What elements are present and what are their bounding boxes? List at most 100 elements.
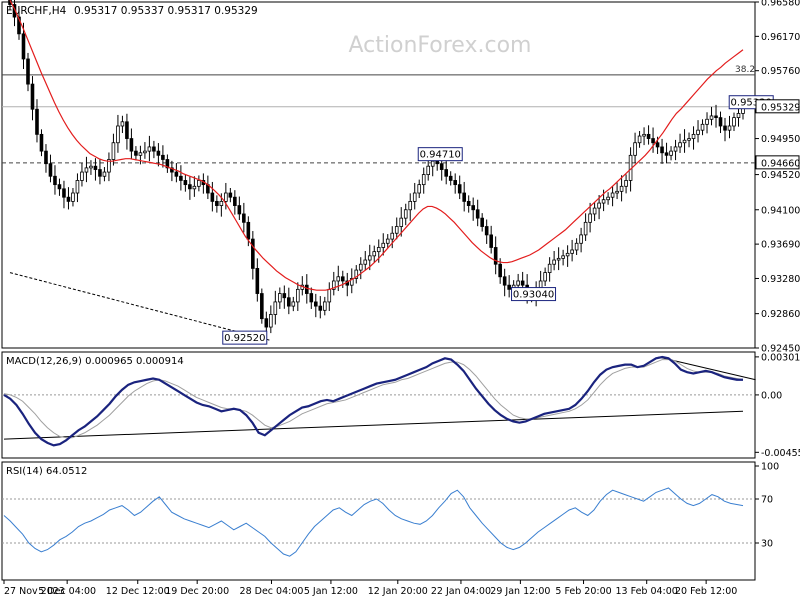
- candle-body: [116, 125, 120, 144]
- candle-body: [691, 133, 696, 139]
- candle-body: [687, 138, 691, 141]
- candle-body: [696, 129, 700, 135]
- candle: [682, 129, 687, 153]
- candle-body: [80, 171, 84, 181]
- rsi-tick-label: 30: [761, 539, 773, 550]
- candle-body: [358, 263, 363, 271]
- candle-body: [444, 169, 449, 177]
- candle: [651, 127, 655, 153]
- price-tick-label: 0.94660: [761, 158, 800, 169]
- candle: [543, 267, 547, 287]
- candle-body: [412, 192, 417, 202]
- candle-body: [30, 83, 35, 110]
- candle: [574, 238, 579, 256]
- candle-body: [170, 167, 174, 173]
- candle-body: [21, 33, 26, 60]
- candle: [129, 128, 134, 160]
- price-tick-label: 0.94520: [761, 170, 800, 181]
- candle: [161, 145, 165, 168]
- candle: [714, 104, 718, 128]
- watermark: ActionForex.com: [349, 33, 532, 58]
- candle-body: [26, 58, 30, 85]
- price-tick-label: 0.93280: [761, 274, 800, 285]
- time-tick-label: 12 Jan 20:00: [368, 586, 428, 597]
- candle: [502, 268, 507, 297]
- candle: [700, 119, 705, 136]
- price-tick-label: 0.94950: [761, 134, 800, 145]
- candle-body: [134, 150, 138, 156]
- candle-body: [62, 188, 66, 198]
- candle-body: [619, 185, 624, 192]
- candle-body: [624, 180, 628, 187]
- ma-line: [9, 0, 744, 291]
- time-tick-label: 29 Jan 12:00: [490, 586, 550, 597]
- candle: [111, 133, 116, 166]
- candle: [179, 165, 183, 191]
- candle-body: [147, 146, 152, 152]
- candle-body: [660, 146, 664, 154]
- candle: [84, 156, 89, 183]
- candle-body: [394, 226, 399, 234]
- candle-body: [480, 217, 484, 227]
- candle: [304, 274, 309, 304]
- price-tick-label: 0.95329: [761, 102, 800, 113]
- candle-body: [507, 284, 511, 290]
- rsi-panel: 100 70 30: [2, 462, 779, 557]
- candle: [201, 173, 206, 194]
- candle: [296, 282, 300, 311]
- candle-body: [475, 209, 480, 219]
- annotation-label: 0.94710: [420, 150, 461, 161]
- candle-body: [574, 242, 579, 251]
- candle: [71, 187, 75, 207]
- candle: [367, 244, 372, 271]
- candle-body: [143, 150, 147, 154]
- candle-body: [242, 213, 246, 223]
- candle-body: [421, 174, 426, 186]
- chart-ohlc: 0.95317 0.95337 0.95317 0.95329: [74, 5, 258, 17]
- candle: [615, 182, 619, 200]
- candle: [35, 99, 39, 143]
- candle: [489, 225, 493, 254]
- candle-body: [570, 249, 574, 254]
- candle-body: [179, 175, 183, 181]
- candle-body: [174, 171, 179, 177]
- candle: [696, 120, 700, 143]
- candle: [102, 167, 107, 182]
- candle-body: [57, 184, 62, 190]
- candle-body: [714, 115, 718, 119]
- price-tick-label: 0.93690: [761, 240, 800, 251]
- candle-body: [192, 185, 197, 190]
- candle-body: [633, 142, 637, 156]
- candle-body: [718, 117, 723, 127]
- candle-body: [313, 301, 318, 307]
- candle-body: [637, 135, 642, 144]
- candle: [484, 219, 489, 244]
- candle: [718, 111, 723, 134]
- candle: [624, 174, 628, 194]
- candle: [552, 250, 556, 271]
- candle-body: [246, 221, 251, 240]
- candle: [678, 133, 682, 153]
- macd-trendline: [3, 410, 744, 440]
- candle: [471, 197, 475, 221]
- candle: [282, 285, 287, 309]
- candle: [354, 265, 359, 284]
- price-tick-label: 0.96580: [761, 0, 800, 9]
- candle: [98, 159, 102, 185]
- candle-body: [152, 146, 156, 152]
- candle-body: [471, 205, 475, 211]
- candle: [475, 199, 480, 227]
- candle-body: [251, 238, 255, 269]
- candle-body: [601, 199, 606, 204]
- candle: [579, 227, 583, 253]
- candle-body: [93, 165, 98, 170]
- candle-body: [489, 234, 493, 248]
- candle: [669, 146, 673, 161]
- candle-body: [547, 263, 552, 274]
- candle-body: [75, 180, 80, 194]
- price-levels: 38.2: [2, 65, 755, 341]
- annotation-label: 0.95330: [731, 98, 772, 109]
- candle: [138, 145, 143, 165]
- candle-body: [363, 259, 368, 265]
- candle: [349, 268, 354, 294]
